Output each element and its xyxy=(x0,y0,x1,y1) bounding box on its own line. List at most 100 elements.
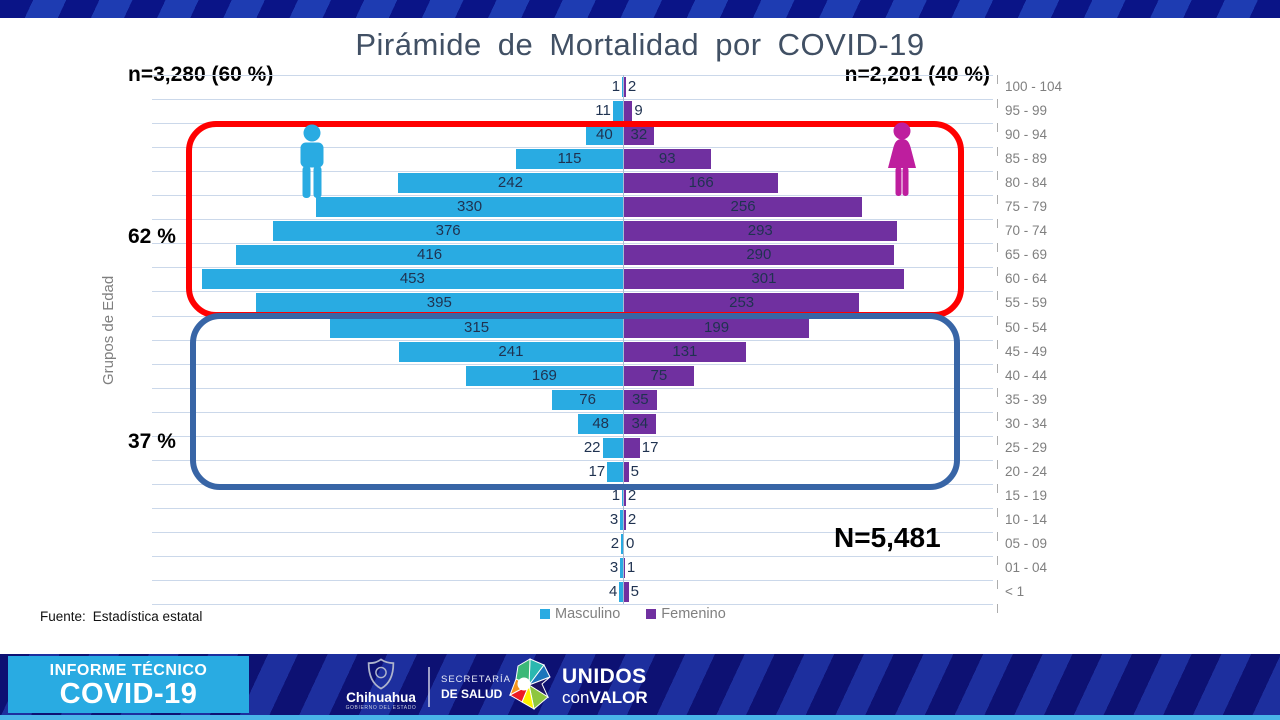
legend-item-masculino: Masculino xyxy=(540,606,620,622)
bar-value-masculino: 315 xyxy=(464,318,490,336)
gridline xyxy=(152,411,993,413)
chihuahua-government-logo: Chihuahua GOBIERNO DEL ESTADO xyxy=(340,658,422,711)
blue-highlight-box xyxy=(190,313,960,490)
bar-value-masculino: 40 xyxy=(596,126,613,144)
bar-masculino xyxy=(273,221,623,242)
axis-tick xyxy=(997,580,998,589)
bar-value-femenino: 9 xyxy=(634,102,643,120)
gridline xyxy=(152,459,993,461)
bar-value-masculino: 4 xyxy=(608,583,618,600)
axis-tick xyxy=(997,459,998,469)
unidos-line2: conVALOR xyxy=(562,687,648,708)
bar-value-masculino: 395 xyxy=(426,294,452,312)
bar-value-femenino: 75 xyxy=(650,366,668,384)
bar-femenino xyxy=(624,149,711,170)
legend-item-femenino: Femenino xyxy=(646,606,726,622)
legend-label: Femenino xyxy=(661,606,726,622)
axis-tick xyxy=(997,555,998,565)
axis-tick xyxy=(997,435,998,445)
age-group-label: 45 - 49 xyxy=(1005,343,1048,359)
bar-value-masculino: 1 xyxy=(611,486,621,504)
bar-femenino xyxy=(624,197,863,218)
bar-femenino xyxy=(624,125,654,146)
age-group-label: 55 - 59 xyxy=(1005,295,1048,311)
bar-femenino xyxy=(624,461,629,482)
age-group-label: 60 - 64 xyxy=(1005,271,1048,287)
bar-value-femenino: 1 xyxy=(626,558,636,576)
bar-value-masculino: 3 xyxy=(609,558,619,576)
age-group-label: 75 - 79 xyxy=(1005,199,1048,215)
axis-tick xyxy=(997,291,998,301)
age-group-label: 100 - 104 xyxy=(1005,79,1063,94)
center-axis-line xyxy=(623,75,624,604)
shield-icon xyxy=(367,658,395,690)
bar-masculino xyxy=(622,485,624,506)
female-total-annotation: n=2,201 (40 %) xyxy=(844,63,990,86)
age-group-label: 15 - 19 xyxy=(1005,487,1048,503)
age-group-label: 80 - 84 xyxy=(1005,175,1048,191)
bar-value-masculino: 242 xyxy=(497,174,523,192)
informe-tecnico-box: INFORME TÉCNICO COVID-19 xyxy=(8,656,249,713)
age-group-label: 85 - 89 xyxy=(1005,151,1048,167)
male-person-icon xyxy=(293,124,331,205)
source-note: Fuente: Estadística estatal xyxy=(40,609,202,624)
secretaria-line2: DE SALUD xyxy=(441,687,503,701)
bar-value-masculino: 76 xyxy=(579,390,596,408)
bar-masculino xyxy=(255,293,623,314)
chart-legend: Masculino Femenino xyxy=(540,606,726,622)
age-group-label: 01 - 04 xyxy=(1005,559,1048,575)
age-group-label: 10 - 14 xyxy=(1005,511,1048,527)
bar-value-masculino: 48 xyxy=(592,414,610,432)
gridline xyxy=(152,243,993,245)
axis-tick xyxy=(997,411,998,421)
unidos-valor: VALOR xyxy=(589,688,648,707)
axis-tick xyxy=(997,195,998,205)
age-group-label: 65 - 69 xyxy=(1005,247,1048,263)
top-stripe-banner xyxy=(0,0,1280,18)
source-value: Estadística estatal xyxy=(92,609,203,624)
gridline xyxy=(152,339,993,341)
gridline xyxy=(152,555,993,557)
bar-masculino xyxy=(397,173,623,194)
bar-masculino xyxy=(612,101,623,122)
bar-value-masculino: 376 xyxy=(435,222,461,240)
axis-tick xyxy=(997,315,998,325)
bar-value-femenino: 166 xyxy=(688,174,714,192)
bar-value-femenino: 34 xyxy=(631,414,649,432)
bar-value-masculino: 1 xyxy=(611,78,621,95)
age-group-label: 05 - 09 xyxy=(1005,535,1048,551)
axis-tick xyxy=(997,387,998,397)
axis-tick xyxy=(997,147,998,157)
legend-label: Masculino xyxy=(555,606,621,622)
bar-femenino xyxy=(624,509,626,530)
bar-value-femenino: 199 xyxy=(704,318,730,336)
bar-femenino xyxy=(624,413,656,434)
bar-value-masculino: 330 xyxy=(457,198,483,216)
unidos-con-valor-wordmark: UNIDOS conVALOR xyxy=(562,666,648,708)
bar-femenino xyxy=(624,293,860,314)
bar-masculino xyxy=(602,437,623,458)
legend-swatch xyxy=(646,609,657,619)
legend-swatch xyxy=(540,609,550,619)
bar-value-femenino: 35 xyxy=(631,390,649,408)
axis-tick xyxy=(997,531,998,541)
age-group-label: 70 - 74 xyxy=(1005,223,1048,239)
bar-value-femenino: 32 xyxy=(630,126,648,144)
gridline xyxy=(152,387,993,389)
gov-name: Chihuahua xyxy=(346,690,416,705)
bar-masculino xyxy=(236,245,623,266)
gridline xyxy=(152,363,993,365)
bar-femenino xyxy=(624,77,626,97)
bar-value-femenino: 293 xyxy=(747,222,773,240)
bar-value-masculino: 169 xyxy=(531,366,557,384)
bar-value-masculino: 3 xyxy=(609,510,619,528)
axis-tick xyxy=(997,171,998,181)
gridline xyxy=(152,267,993,269)
axis-tick xyxy=(997,99,998,108)
bar-value-masculino: 11 xyxy=(595,102,611,120)
bar-femenino xyxy=(624,269,904,290)
gridline xyxy=(152,435,993,437)
bar-femenino xyxy=(624,173,779,194)
bar-value-femenino: 5 xyxy=(630,583,639,600)
